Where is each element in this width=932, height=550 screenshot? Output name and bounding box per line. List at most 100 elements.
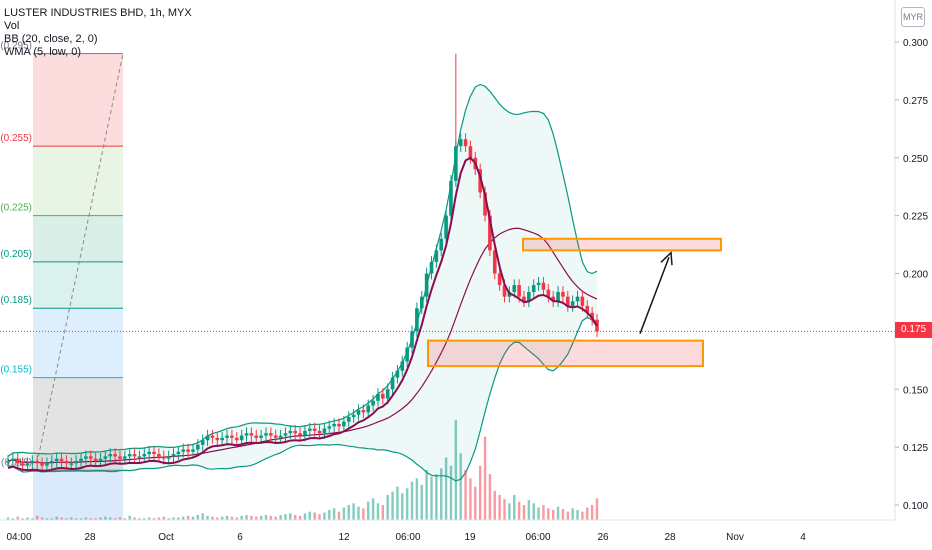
volume-bar xyxy=(595,498,599,520)
fib-zone xyxy=(33,215,123,262)
volume-bar xyxy=(74,518,78,520)
y-tick-label: 0.250 xyxy=(903,154,928,165)
volume-bar xyxy=(259,515,263,520)
volume-bar xyxy=(152,518,156,520)
volume-bar xyxy=(70,517,73,520)
fib-label: (0.155) xyxy=(0,365,32,376)
fibonacci-levels[interactable]: (0.295) (0.255) (0.225) (0.205) (0.185) (0.15… xyxy=(0,41,124,520)
volume-bar xyxy=(26,517,29,520)
volume-bar xyxy=(245,515,248,520)
volume-bars xyxy=(6,420,599,520)
volume-bar xyxy=(590,505,594,520)
volume-bar xyxy=(488,474,492,520)
volume-bar xyxy=(157,517,161,520)
x-tick-label: 06:00 xyxy=(395,532,420,543)
volume-bar xyxy=(45,518,49,520)
volume-bar xyxy=(99,517,102,520)
candle-body xyxy=(234,437,239,441)
volume-bar xyxy=(255,516,258,520)
volume-bar xyxy=(298,515,302,520)
candle-body xyxy=(283,433,288,436)
volume-bar xyxy=(342,507,346,520)
y-tick-label: 0.275 xyxy=(903,96,928,107)
candle-body xyxy=(50,461,54,464)
candle-body xyxy=(157,454,161,457)
candle-body xyxy=(332,423,336,427)
volume-bar xyxy=(483,436,487,520)
volume-bar xyxy=(444,457,448,520)
drawing-zones[interactable] xyxy=(427,237,722,368)
candle-body xyxy=(103,456,108,459)
candle-body xyxy=(239,435,244,441)
y-tick-label: 0.125 xyxy=(903,443,928,454)
candle-body xyxy=(580,296,585,306)
candle-body xyxy=(259,435,263,438)
candle-body xyxy=(161,456,166,459)
candle-body xyxy=(205,435,210,441)
x-tick-label: 19 xyxy=(464,532,476,543)
candle-body xyxy=(191,449,195,452)
indicator-wma[interactable]: WMA (5, low, 0) xyxy=(4,46,82,58)
candle-body xyxy=(385,389,390,399)
candle-body xyxy=(220,437,224,441)
candle-body xyxy=(171,454,176,457)
volume-bar xyxy=(498,495,501,520)
x-tick-label: 4 xyxy=(800,532,806,543)
volume-bar xyxy=(250,515,253,520)
candle-body xyxy=(113,454,117,457)
currency-label[interactable]: MYR xyxy=(901,7,925,27)
volume-bar xyxy=(216,517,219,520)
volume-bar xyxy=(313,512,316,520)
volume-bar xyxy=(220,516,224,520)
candle-body xyxy=(478,169,482,193)
volume-bar xyxy=(94,518,97,520)
candle-body xyxy=(488,215,492,251)
volume-bar xyxy=(284,514,287,520)
y-tick-label: 0.300 xyxy=(903,38,928,49)
volume-bar xyxy=(532,503,535,520)
volume-bar xyxy=(6,517,10,520)
volume-bar xyxy=(60,517,63,520)
volume-bar xyxy=(289,513,292,520)
indicator-vol[interactable]: Vol xyxy=(4,20,20,32)
volume-bar xyxy=(274,516,277,520)
volume-bar xyxy=(177,517,180,520)
x-tick-label: 28 xyxy=(84,532,96,543)
volume-bar xyxy=(36,515,39,520)
volume-bar xyxy=(279,515,282,520)
x-tick-label: 6 xyxy=(237,532,243,543)
candle-body xyxy=(40,463,44,466)
candle-body xyxy=(492,250,497,274)
candle-body xyxy=(444,215,448,239)
volume-bar xyxy=(308,511,312,520)
price-axis-bg xyxy=(895,0,932,550)
candle-body xyxy=(20,463,25,466)
volume-bar xyxy=(581,511,584,520)
candle-body xyxy=(424,273,429,297)
candle-body xyxy=(337,423,341,427)
volume-bar xyxy=(89,518,92,520)
candle-body xyxy=(176,451,181,455)
candle-body xyxy=(127,454,132,457)
candle-body xyxy=(45,463,49,466)
fib-zone xyxy=(33,308,123,378)
volume-bar xyxy=(430,476,433,520)
candle-body xyxy=(200,440,205,445)
fib-zone xyxy=(33,146,123,216)
candle-body xyxy=(400,361,405,371)
indicator-bb[interactable]: BB (20, close, 2, 0) xyxy=(4,33,98,45)
candle-body xyxy=(317,430,322,434)
candle-body xyxy=(93,458,98,462)
candle-body xyxy=(342,421,346,427)
volume-bar xyxy=(225,515,229,520)
volume-bar xyxy=(332,508,336,520)
candle-body xyxy=(575,296,580,302)
volume-bar xyxy=(513,495,516,520)
volume-bar xyxy=(235,517,238,520)
volume-bar xyxy=(143,518,146,520)
volume-bar xyxy=(551,510,555,520)
symbol-title[interactable]: LUSTER INDUSTRIES BHD, 1h, MYX xyxy=(4,7,192,19)
candle-body xyxy=(132,454,137,457)
candle-body xyxy=(64,461,69,464)
